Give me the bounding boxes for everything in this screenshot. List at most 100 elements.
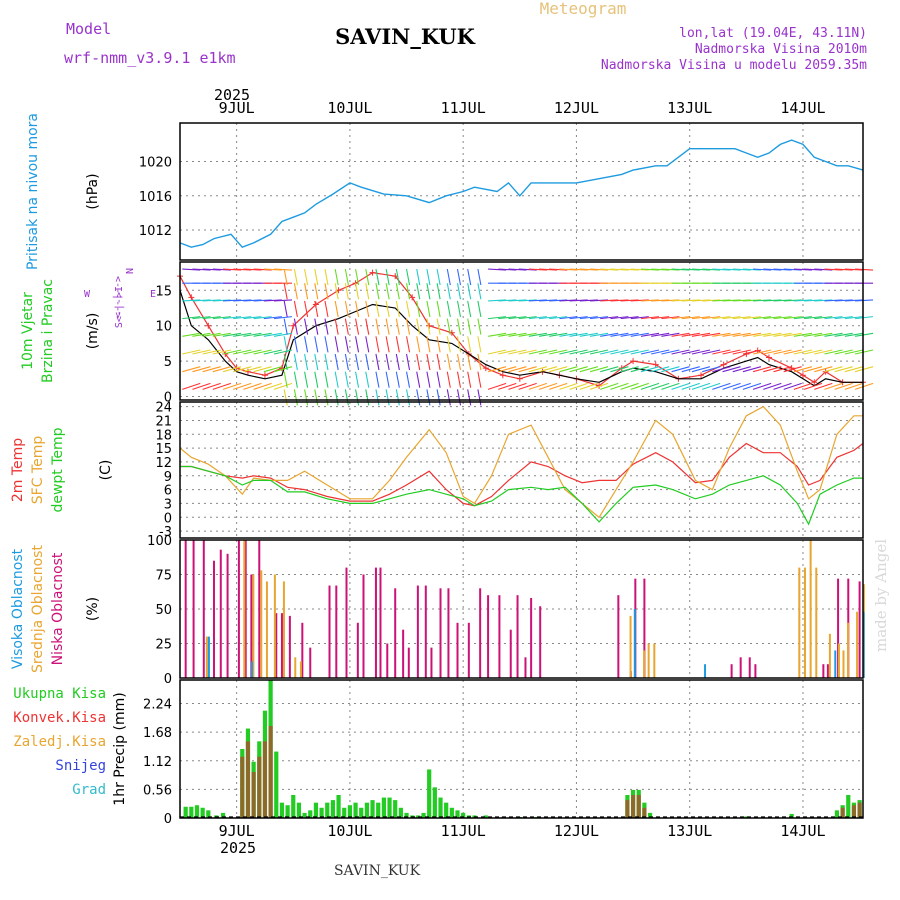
clouds-bar (617, 595, 620, 678)
wind-arrow (222, 316, 242, 320)
product-title: Meteogram (540, 0, 627, 18)
wind-arrow (589, 366, 609, 373)
wind-arrow (467, 268, 472, 286)
wind-arrow (436, 389, 441, 406)
wind-gust-marker (261, 372, 268, 379)
wind-arrow (661, 268, 680, 271)
wind-arrow (651, 299, 670, 302)
wind-arrow (640, 332, 660, 337)
wind-arrow (344, 353, 349, 371)
wind-series-line (179, 290, 863, 387)
wind-arrow (304, 389, 309, 406)
wind-arrow (722, 268, 741, 271)
wind-arrow (651, 349, 670, 355)
precip-bar (291, 795, 296, 818)
wind-arrow (752, 382, 772, 390)
wind-arrow (253, 349, 272, 355)
precip-legend-item: Ukupna Kisa (13, 686, 106, 702)
wind-arrow (691, 299, 710, 302)
wind-arrow (375, 283, 380, 300)
clouds-bar (335, 585, 338, 678)
wind-arrow (579, 366, 598, 373)
wind-arrow (365, 318, 370, 335)
wind-arrow (783, 349, 802, 355)
y-tick-label: -3 (159, 525, 172, 540)
wind-arrow (334, 371, 339, 388)
wind-arrow (579, 299, 598, 302)
day-label-bottom: 12JUL (554, 822, 599, 840)
wind-arrow (855, 299, 874, 302)
wind-arrow (436, 336, 441, 353)
wind-arrow (283, 353, 288, 371)
clouds-bar (754, 664, 757, 678)
panel-label: Pritisak na nivou mora (25, 113, 41, 270)
wind-arrow (610, 382, 629, 390)
wind-arrow (763, 366, 782, 373)
wind-arrow (528, 349, 547, 355)
precip-bar (647, 812, 653, 818)
wind-arrow (263, 366, 282, 373)
clouds-bar (244, 540, 247, 678)
precip-bar (421, 812, 426, 818)
wind-arrow (620, 332, 639, 337)
wind-arrow (549, 349, 568, 355)
wind-arrow (395, 268, 400, 286)
wind-arrow (263, 268, 282, 271)
wind-arrow (661, 299, 680, 302)
wind-arrow (304, 318, 309, 335)
precip-bar (455, 810, 460, 818)
y-tick-label: 50 (155, 603, 172, 618)
y-tick-label: 25 (155, 638, 172, 653)
wind-arrow (344, 300, 349, 318)
y-tick-label: 0 (164, 672, 172, 687)
wind-arrow (559, 366, 578, 373)
wind-gust-marker (369, 269, 376, 276)
clouds-bar (856, 611, 859, 678)
wind-arrow (702, 349, 721, 355)
wind-arrow (549, 382, 568, 390)
wind-arrow (182, 316, 201, 320)
wind-arrow (702, 332, 721, 337)
wind-arrow (803, 366, 823, 373)
wind-legend-e: E (150, 289, 156, 300)
clouds-bar (516, 595, 519, 678)
wind-arrow (712, 332, 731, 337)
wind-arrow (620, 382, 639, 390)
y-tick-label: 0 (164, 511, 172, 526)
wind-arrow (773, 382, 792, 390)
wind-arrow (436, 268, 441, 286)
wind-arrow (304, 336, 309, 353)
wind-arrow (508, 332, 527, 337)
wind-arrow (405, 300, 411, 318)
wind-arrow (395, 353, 400, 371)
clouds-bar (653, 643, 656, 678)
wind-arrow (253, 268, 272, 271)
wind-arrow (498, 332, 517, 337)
panel-label: Visoka Oblacnost (10, 548, 26, 669)
clouds-bar (479, 588, 482, 678)
wind-arrow (233, 382, 252, 390)
wind-arrow (416, 300, 421, 318)
clouds-bar (207, 636, 210, 678)
temperature-series-line (180, 442, 864, 507)
wind-arrow (395, 336, 400, 353)
wind-arrow (304, 268, 309, 286)
wind-arrow (488, 268, 507, 271)
wind-arrow (661, 349, 680, 355)
wind-arrow (243, 332, 262, 337)
day-label-top: 9JUL (219, 99, 255, 117)
wind-arrow (467, 389, 472, 406)
wind-arrow (273, 316, 293, 320)
wind-arrow (446, 353, 451, 371)
panel-label: dewpt Temp (50, 427, 66, 512)
wind-arrow (324, 389, 329, 406)
wind-arrow (253, 382, 272, 390)
wind-arrow (498, 349, 517, 355)
wind-arrow (436, 318, 441, 335)
wind-arrow (263, 382, 282, 390)
precip-bar (206, 810, 211, 818)
wind-arrow (222, 332, 242, 337)
wind-arrow (783, 268, 802, 271)
wind-arrow (365, 268, 370, 286)
wind-arrow (844, 268, 863, 271)
